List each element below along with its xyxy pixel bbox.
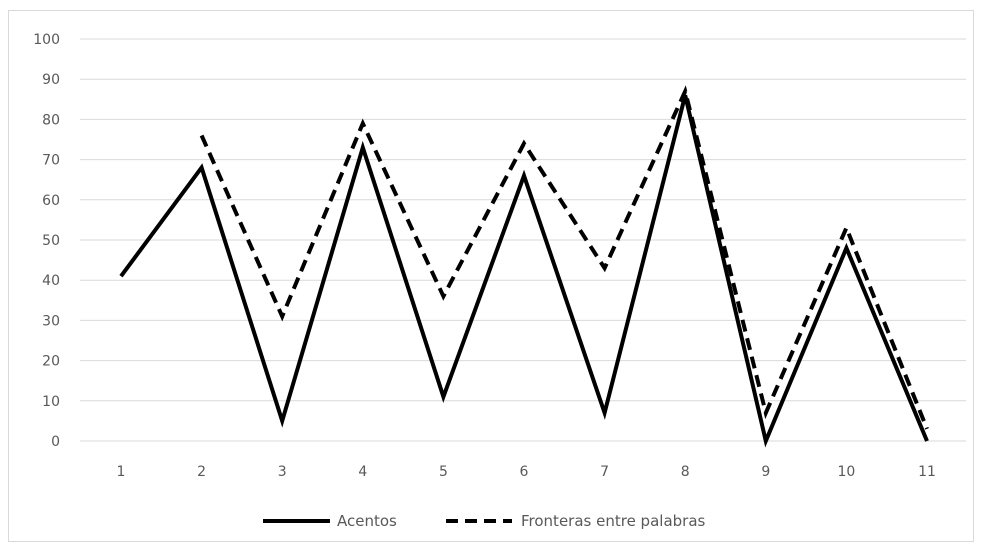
y-tick-label: 50 <box>42 233 60 249</box>
y-axis-tick-labels: 0 10 20 30 40 50 60 70 80 90 100 <box>33 32 60 450</box>
x-tick-label: 6 <box>520 464 529 480</box>
gridlines <box>80 38 966 442</box>
legend-label: Acentos <box>337 512 397 530</box>
x-tick-label: 1 <box>117 464 126 480</box>
chart-frame <box>8 10 974 542</box>
y-tick-label: 30 <box>42 313 60 329</box>
y-tick-label: 10 <box>42 394 60 410</box>
y-tick-label: 20 <box>42 354 60 370</box>
legend: Acentos Fronteras entre palabras <box>263 512 706 530</box>
y-tick-label: 0 <box>51 434 60 450</box>
x-tick-label: 5 <box>439 464 448 480</box>
x-tick-label: 4 <box>358 464 367 480</box>
y-tick-label: 40 <box>42 273 60 289</box>
series-line-fronteras <box>199 85 929 430</box>
x-tick-label: 11 <box>918 464 936 480</box>
series-line-acentos <box>119 94 929 448</box>
series-lines <box>119 85 929 448</box>
x-axis-tick-labels: 1 2 3 4 5 6 7 8 9 10 11 <box>117 464 936 480</box>
x-tick-label: 3 <box>278 464 287 480</box>
x-tick-label: 10 <box>837 464 855 480</box>
x-tick-label: 2 <box>197 464 206 480</box>
x-tick-label: 8 <box>681 464 690 480</box>
y-tick-label: 80 <box>42 112 60 128</box>
y-tick-label: 70 <box>42 153 60 169</box>
legend-label: Fronteras entre palabras <box>521 512 706 530</box>
x-tick-label: 7 <box>600 464 609 480</box>
x-tick-label: 9 <box>761 464 770 480</box>
y-tick-label: 90 <box>42 72 60 88</box>
y-tick-label: 100 <box>33 32 60 48</box>
y-tick-label: 60 <box>42 193 60 209</box>
